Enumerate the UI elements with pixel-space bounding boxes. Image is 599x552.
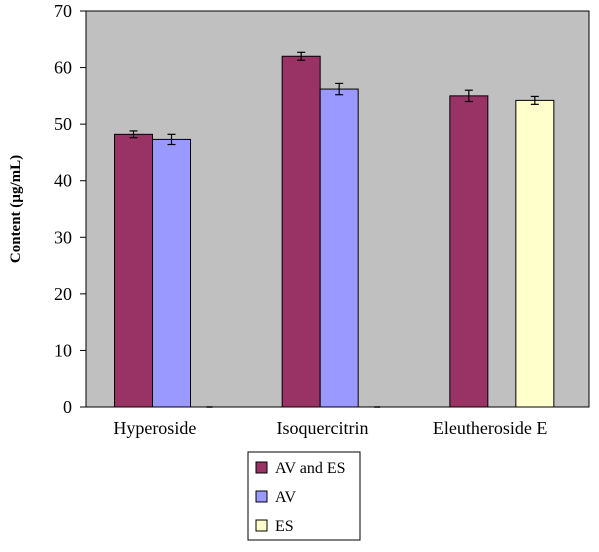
legend-swatch <box>255 490 268 503</box>
y-tick-label: 20 <box>54 284 72 304</box>
legend-label: AV and ES <box>275 460 346 477</box>
bar-es <box>515 99 555 408</box>
legend: AV and ES AV ES <box>247 451 361 541</box>
y-axis: 0 10 20 30 40 50 60 70 <box>54 1 86 417</box>
y-tick-label: 40 <box>54 171 72 191</box>
legend-label: ES <box>275 518 294 535</box>
y-tick-label: 30 <box>54 227 72 247</box>
legend-label: AV <box>275 489 296 506</box>
y-tick-label: 0 <box>63 397 72 417</box>
bar-av <box>152 138 192 408</box>
y-axis-label: Content (µg/mL) <box>8 155 24 263</box>
legend-swatch <box>255 519 268 532</box>
x-category-label: Eleutheroside E <box>433 418 547 438</box>
bar-av <box>319 88 359 408</box>
y-tick-label: 50 <box>54 114 72 134</box>
bar-av-and-es <box>449 95 489 408</box>
y-tick-label: 70 <box>54 1 72 21</box>
y-tick-label: 60 <box>54 58 72 78</box>
bar-av-and-es <box>281 55 321 408</box>
x-axis: Hyperoside Isoquercitrin Eleutheroside E <box>113 418 547 438</box>
y-tick-label: 10 <box>54 340 72 360</box>
legend-swatch <box>255 461 268 474</box>
x-category-label: Isoquercitrin <box>277 418 369 438</box>
x-category-label: Hyperoside <box>113 418 196 438</box>
bar-av-and-es <box>114 133 154 408</box>
bars-group <box>114 51 555 408</box>
